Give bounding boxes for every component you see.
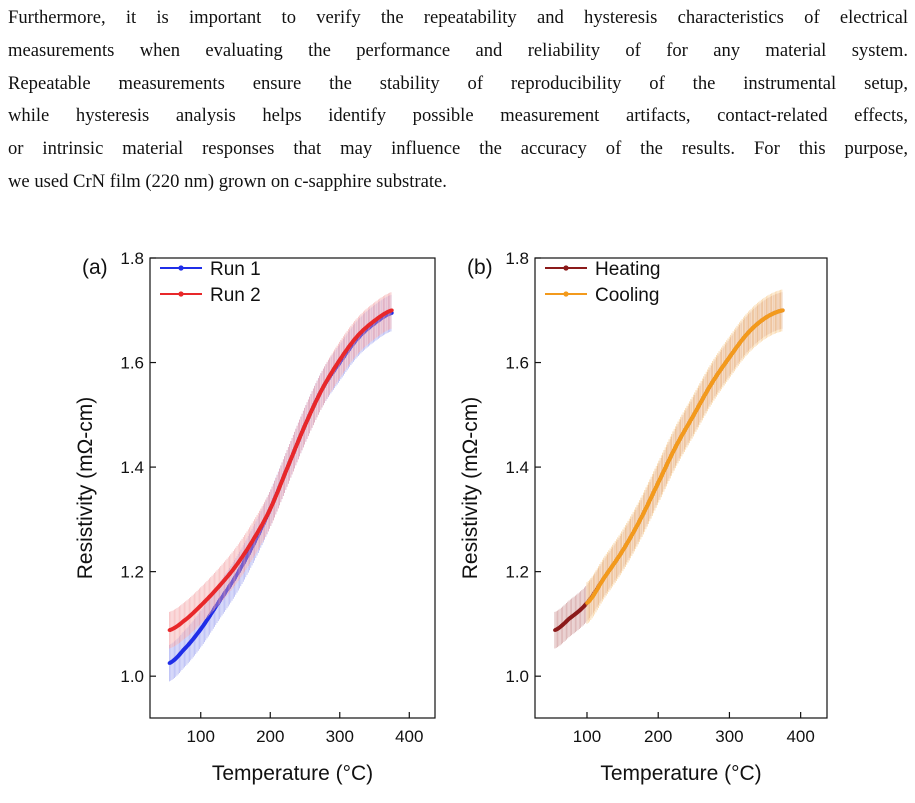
body-paragraph: Furthermore, it is important to verify t… bbox=[8, 2, 908, 199]
data-point bbox=[198, 603, 203, 608]
series-cooling bbox=[585, 289, 785, 624]
y-tick-label: 1.6 bbox=[505, 354, 529, 373]
panel-label: (a) bbox=[82, 256, 108, 279]
data-point bbox=[268, 507, 273, 511]
data-point bbox=[638, 517, 643, 522]
legend-marker bbox=[178, 265, 184, 271]
y-tick-label: 1.4 bbox=[120, 458, 144, 477]
paragraph-line: Furthermore, it is important to verify t… bbox=[8, 7, 908, 28]
data-point bbox=[337, 358, 342, 362]
y-axis-label: Resistivity (mΩ-cm) bbox=[459, 397, 482, 580]
error-bars bbox=[586, 289, 783, 624]
data-point bbox=[233, 564, 238, 569]
y-tick-label: 1.6 bbox=[120, 354, 144, 373]
data-point bbox=[251, 538, 255, 543]
x-tick-label: 400 bbox=[395, 727, 423, 746]
data-point bbox=[674, 444, 678, 448]
paragraph-line: we used CrN film (220 nm) grown on c-sap… bbox=[8, 170, 447, 192]
plot-frame bbox=[534, 257, 828, 719]
legend-entry: Cooling bbox=[545, 285, 659, 306]
paragraph-line: or intrinsic material responses that may… bbox=[8, 138, 908, 160]
x-tick-label: 200 bbox=[256, 727, 284, 746]
error-bars bbox=[169, 292, 392, 649]
data-point bbox=[709, 381, 714, 386]
panel-label: (b) bbox=[467, 256, 493, 279]
data-point bbox=[620, 548, 625, 553]
data-point bbox=[181, 619, 186, 624]
data-point bbox=[167, 661, 172, 665]
data-point bbox=[567, 616, 571, 621]
y-axis-label: Resistivity (mΩ-cm) bbox=[74, 397, 97, 580]
legend-label: Cooling bbox=[595, 285, 659, 306]
data-point bbox=[167, 628, 172, 632]
data-point bbox=[781, 308, 785, 313]
y-tick-label: 1.2 bbox=[120, 563, 144, 582]
data-point bbox=[320, 386, 325, 391]
data-point bbox=[216, 585, 220, 590]
y-tick-label: 1.4 bbox=[505, 458, 529, 477]
data-point bbox=[303, 423, 307, 428]
y-tick-label: 1.8 bbox=[120, 250, 144, 268]
x-tick-label: 300 bbox=[715, 727, 743, 746]
series-line bbox=[168, 308, 393, 633]
x-axis-label: Temperature (°C) bbox=[212, 762, 373, 785]
paragraph-line: measurements when evaluating the perform… bbox=[8, 39, 908, 61]
y-tick-label: 1.0 bbox=[120, 667, 144, 686]
chart-panel-b: 1.0 1.2 1.4 1.6 1.8 100 200 300 400 (b) Temperatur… bbox=[459, 250, 828, 785]
x-axis-label: Temperature (°C) bbox=[600, 762, 761, 785]
x-tick-label: 100 bbox=[187, 727, 215, 746]
data-point bbox=[602, 575, 607, 579]
legend-entry: Heating bbox=[545, 259, 661, 280]
x-tick-label: 400 bbox=[786, 727, 814, 746]
data-point bbox=[355, 334, 359, 339]
error-bars bbox=[554, 292, 783, 649]
legend-label: Run 1 bbox=[210, 259, 261, 280]
legend-marker bbox=[178, 291, 184, 297]
y-tick-label: 1.8 bbox=[505, 250, 529, 268]
series-run-2 bbox=[167, 292, 394, 649]
data-point bbox=[390, 308, 394, 313]
data-point bbox=[692, 413, 696, 417]
series-line bbox=[585, 308, 784, 605]
paragraph-line: while hysteresis analysis helps identify… bbox=[8, 105, 908, 127]
legend-marker bbox=[563, 291, 569, 297]
x-tick-label: 200 bbox=[644, 727, 672, 746]
x-tick-label: 100 bbox=[573, 727, 601, 746]
data-point bbox=[285, 465, 290, 469]
data-point bbox=[745, 331, 750, 336]
data-point bbox=[656, 480, 661, 485]
legend-entry: Run 2 bbox=[160, 285, 261, 306]
data-point bbox=[763, 316, 767, 320]
legend-label: Run 2 bbox=[210, 285, 261, 306]
data-point bbox=[198, 627, 203, 631]
figure: 1.0 1.2 1.4 1.6 1.8 100 200 300 400 (a) Temperatur… bbox=[0, 250, 915, 803]
y-tick-label: 1.0 bbox=[505, 667, 529, 686]
figure-svg: 1.0 1.2 1.4 1.6 1.8 100 200 300 400 (a) Temperatur… bbox=[74, 250, 828, 785]
data-point bbox=[372, 318, 377, 323]
y-tick-label: 1.2 bbox=[505, 563, 529, 582]
data-point bbox=[585, 601, 589, 605]
x-tick-label: 300 bbox=[326, 727, 354, 746]
legend-entry: Run 1 bbox=[160, 259, 261, 280]
chart-panel-a: 1.0 1.2 1.4 1.6 1.8 100 200 300 400 (a) Temperatur… bbox=[74, 250, 436, 785]
legend-marker bbox=[563, 265, 569, 271]
data-point bbox=[727, 355, 732, 360]
plot-frame bbox=[149, 257, 436, 719]
data-point bbox=[553, 628, 557, 632]
paragraph-line: Repeatable measurements ensure the stabi… bbox=[8, 72, 908, 94]
legend-label: Heating bbox=[595, 259, 661, 280]
data-point bbox=[181, 648, 186, 652]
